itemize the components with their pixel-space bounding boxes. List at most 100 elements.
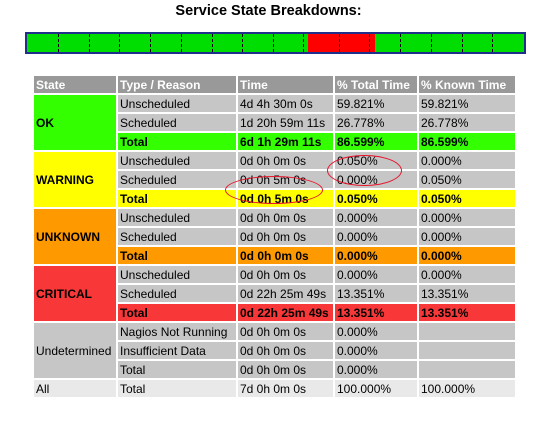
bar-segment-critical — [307, 34, 375, 52]
pct-known-cell: 59.821% — [419, 95, 515, 112]
time-cell: 0d 0h 0m 0s — [238, 247, 333, 264]
pct-total-cell: 0.050% — [335, 190, 417, 207]
table-row: Scheduled 0d 0h 5m 0s 0.000% 0.050% — [34, 171, 515, 188]
type-cell: Insufficient Data — [118, 342, 236, 359]
table-row: WARNING Unscheduled 0d 0h 0m 0s 0.050% 0.000… — [34, 152, 515, 207]
time-cell: 0d 0h 0m 0s — [238, 152, 333, 169]
type-cell: Scheduled — [118, 228, 236, 245]
pct-total-cell: 13.351% — [335, 304, 417, 321]
pct-total-cell: 0.000% — [335, 323, 417, 340]
state-timeline-bar — [25, 32, 526, 54]
table-row: Total 0d 0h 0m 0s 0.000% 0.000% — [34, 247, 515, 264]
pct-known-cell: 0.000% — [419, 152, 515, 169]
table-row: Undetermined Nagios Not Running 0d 0h 0m 0… — [34, 323, 515, 378]
all-pct-total-cell: 100.000% — [335, 380, 417, 397]
table-row: Insufficient Data 0d 0h 0m 0s 0.000% — [34, 342, 515, 359]
pct-known-cell — [419, 361, 515, 378]
pct-total-cell: 0.000% — [335, 171, 417, 188]
time-cell: 0d 0h 0m 0s — [238, 228, 333, 245]
bar-tick — [338, 34, 340, 52]
header-time: Time — [238, 76, 333, 93]
bar-tick — [303, 34, 305, 52]
time-cell: 0d 0h 0m 0s — [238, 361, 333, 378]
type-cell: Total — [118, 133, 236, 150]
pct-known-cell: 0.050% — [419, 190, 515, 207]
bar-tick — [58, 34, 60, 52]
pct-known-cell: 13.351% — [419, 285, 515, 302]
type-cell: Unscheduled — [118, 152, 236, 169]
type-cell: Total — [118, 190, 236, 207]
bar-tick — [149, 34, 151, 52]
table-row: Total 0d 0h 5m 0s 0.050% 0.050% — [34, 190, 515, 207]
bar-tick — [211, 34, 213, 52]
header-pct-total: % Total Time — [335, 76, 417, 93]
type-cell: Total — [118, 361, 236, 378]
pct-known-cell: 0.000% — [419, 209, 515, 226]
pct-total-cell: 13.351% — [335, 285, 417, 302]
type-cell: Scheduled — [118, 171, 236, 188]
state-cell: CRITICAL — [34, 266, 116, 321]
bar-tick — [119, 34, 121, 52]
bar-segment-ok — [374, 34, 524, 52]
type-cell: Total — [118, 247, 236, 264]
bar-segment-ok — [27, 34, 308, 52]
type-cell: Scheduled — [118, 285, 236, 302]
type-cell: Scheduled — [118, 114, 236, 131]
pct-total-cell: 0.050% — [335, 152, 417, 169]
bar-tick — [88, 34, 90, 52]
time-cell: 0d 0h 0m 0s — [238, 342, 333, 359]
time-cell: 0d 0h 5m 0s — [238, 171, 333, 188]
pct-known-cell: 0.000% — [419, 228, 515, 245]
bar-tick — [369, 34, 371, 52]
table-row-all: All Total 7d 0h 0m 0s 100.000% 100.000% — [34, 380, 515, 397]
type-cell: Unscheduled — [118, 266, 236, 283]
table-row: Scheduled 0d 22h 25m 49s 13.351% 13.351% — [34, 285, 515, 302]
pct-known-cell — [419, 323, 515, 340]
header-pct-known: % Known Time — [419, 76, 515, 93]
time-cell: 0d 0h 0m 0s — [238, 209, 333, 226]
table-row: OK Unscheduled 4d 4h 30m 0s 59.821% 59.821% — [34, 95, 515, 150]
pct-known-cell: 13.351% — [419, 304, 515, 321]
time-cell: 0d 22h 25m 49s — [238, 285, 333, 302]
header-state: State — [34, 76, 116, 93]
state-cell: Undetermined — [34, 323, 116, 378]
bar-tick — [461, 34, 463, 52]
type-cell: Total — [118, 304, 236, 321]
bar-tick — [180, 34, 182, 52]
table-row: UNKNOWN Unscheduled 0d 0h 0m 0s 0.000% 0.000… — [34, 209, 515, 264]
type-cell: Nagios Not Running — [118, 323, 236, 340]
table-row: Total 0d 22h 25m 49s 13.351% 13.351% — [34, 304, 515, 321]
time-cell: 0d 0h 5m 0s — [238, 190, 333, 207]
pct-known-cell: 0.000% — [419, 266, 515, 283]
time-cell: 0d 0h 0m 0s — [238, 323, 333, 340]
all-state-cell: All — [34, 380, 116, 397]
pct-known-cell: 26.778% — [419, 114, 515, 131]
pct-total-cell: 0.000% — [335, 209, 417, 226]
table-header-row: State Type / Reason Time % Total Time % … — [34, 76, 515, 93]
pct-total-cell: 86.599% — [335, 133, 417, 150]
state-cell: UNKNOWN — [34, 209, 116, 264]
pct-total-cell: 0.000% — [335, 228, 417, 245]
bar-tick — [400, 34, 402, 52]
pct-total-cell: 0.000% — [335, 266, 417, 283]
state-cell: OK — [34, 95, 116, 150]
pct-known-cell: 0.050% — [419, 171, 515, 188]
type-cell: Unscheduled — [118, 209, 236, 226]
bar-tick — [431, 34, 433, 52]
bar-tick — [242, 34, 244, 52]
type-cell: Unscheduled — [118, 95, 236, 112]
table-row: Scheduled 1d 20h 59m 11s 26.778% 26.778% — [34, 114, 515, 131]
pct-known-cell: 86.599% — [419, 133, 515, 150]
header-type-reason: Type / Reason — [118, 76, 236, 93]
all-time-cell: 7d 0h 0m 0s — [238, 380, 333, 397]
table-row: Total 0d 0h 0m 0s 0.000% — [34, 361, 515, 378]
all-type-cell: Total — [118, 380, 236, 397]
all-pct-known-cell: 100.000% — [419, 380, 515, 397]
state-cell: WARNING — [34, 152, 116, 207]
table-row: Scheduled 0d 0h 0m 0s 0.000% 0.000% — [34, 228, 515, 245]
time-cell: 6d 1h 29m 11s — [238, 133, 333, 150]
state-breakdown-table: State Type / Reason Time % Total Time % … — [32, 74, 517, 399]
time-cell: 0d 0h 0m 0s — [238, 266, 333, 283]
pct-total-cell: 26.778% — [335, 114, 417, 131]
time-cell: 1d 20h 59m 11s — [238, 114, 333, 131]
